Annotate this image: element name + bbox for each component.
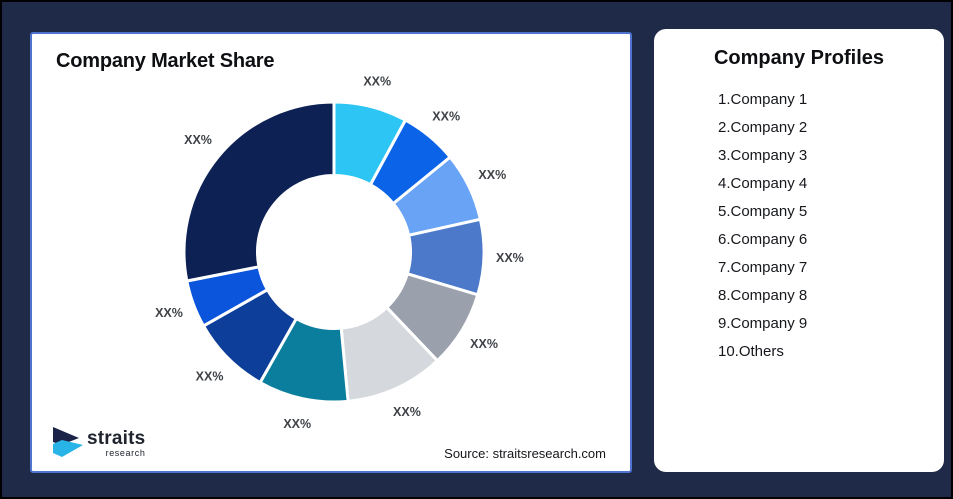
donut-label-8: XX% <box>196 369 224 383</box>
profile-item: 10.Others <box>718 343 784 360</box>
profiles-list: 1.Company 1 2.Company 2 3.Company 3 4.Co… <box>718 86 944 366</box>
profile-item: 4.Company 4 <box>718 175 808 192</box>
chart-title: Company Market Share <box>56 50 275 72</box>
profile-item: 7.Company 7 <box>718 259 808 276</box>
profile-item: 3.Company 3 <box>718 147 808 164</box>
donut-label-6: XX% <box>393 405 421 419</box>
profile-item: 5.Company 5 <box>718 203 808 220</box>
donut-label-7: XX% <box>283 417 311 431</box>
donut-label-9: XX% <box>155 306 183 320</box>
donut-label-5: XX% <box>470 337 498 351</box>
donut-segment-10 <box>182 100 336 283</box>
source-attribution: Source: straitsresearch.com <box>444 446 606 461</box>
logo-wordmark: straits research <box>87 429 145 458</box>
company-profiles-card: Company Profiles 1.Company 1 2.Company 2… <box>654 29 944 472</box>
profile-item: 9.Company 9 <box>718 315 808 332</box>
donut-label-1: XX% <box>363 74 391 88</box>
profile-item: 1.Company 1 <box>718 91 808 108</box>
donut-label-2: XX% <box>432 109 460 123</box>
straits-research-logo: straits research <box>52 425 145 459</box>
donut-label-3: XX% <box>478 168 506 182</box>
profile-item: 2.Company 2 <box>718 119 808 136</box>
logo-name: straits <box>87 428 146 449</box>
donut-chart: XX% XX% XX% XX% XX% XX% XX% XX% XX% XX% <box>155 74 524 431</box>
market-share-card: Company Market Share XX% XX% XX% XX% XX% XX% X… <box>30 32 632 473</box>
profiles-title: Company Profiles <box>713 47 885 69</box>
profile-item: 6.Company 6 <box>718 231 808 248</box>
straits-logo-icon <box>53 427 83 457</box>
donut-label-10: XX% <box>184 133 212 147</box>
profile-item: 8.Company 8 <box>718 287 808 304</box>
logo-subtitle: research <box>105 448 146 458</box>
donut-label-4: XX% <box>496 251 524 265</box>
